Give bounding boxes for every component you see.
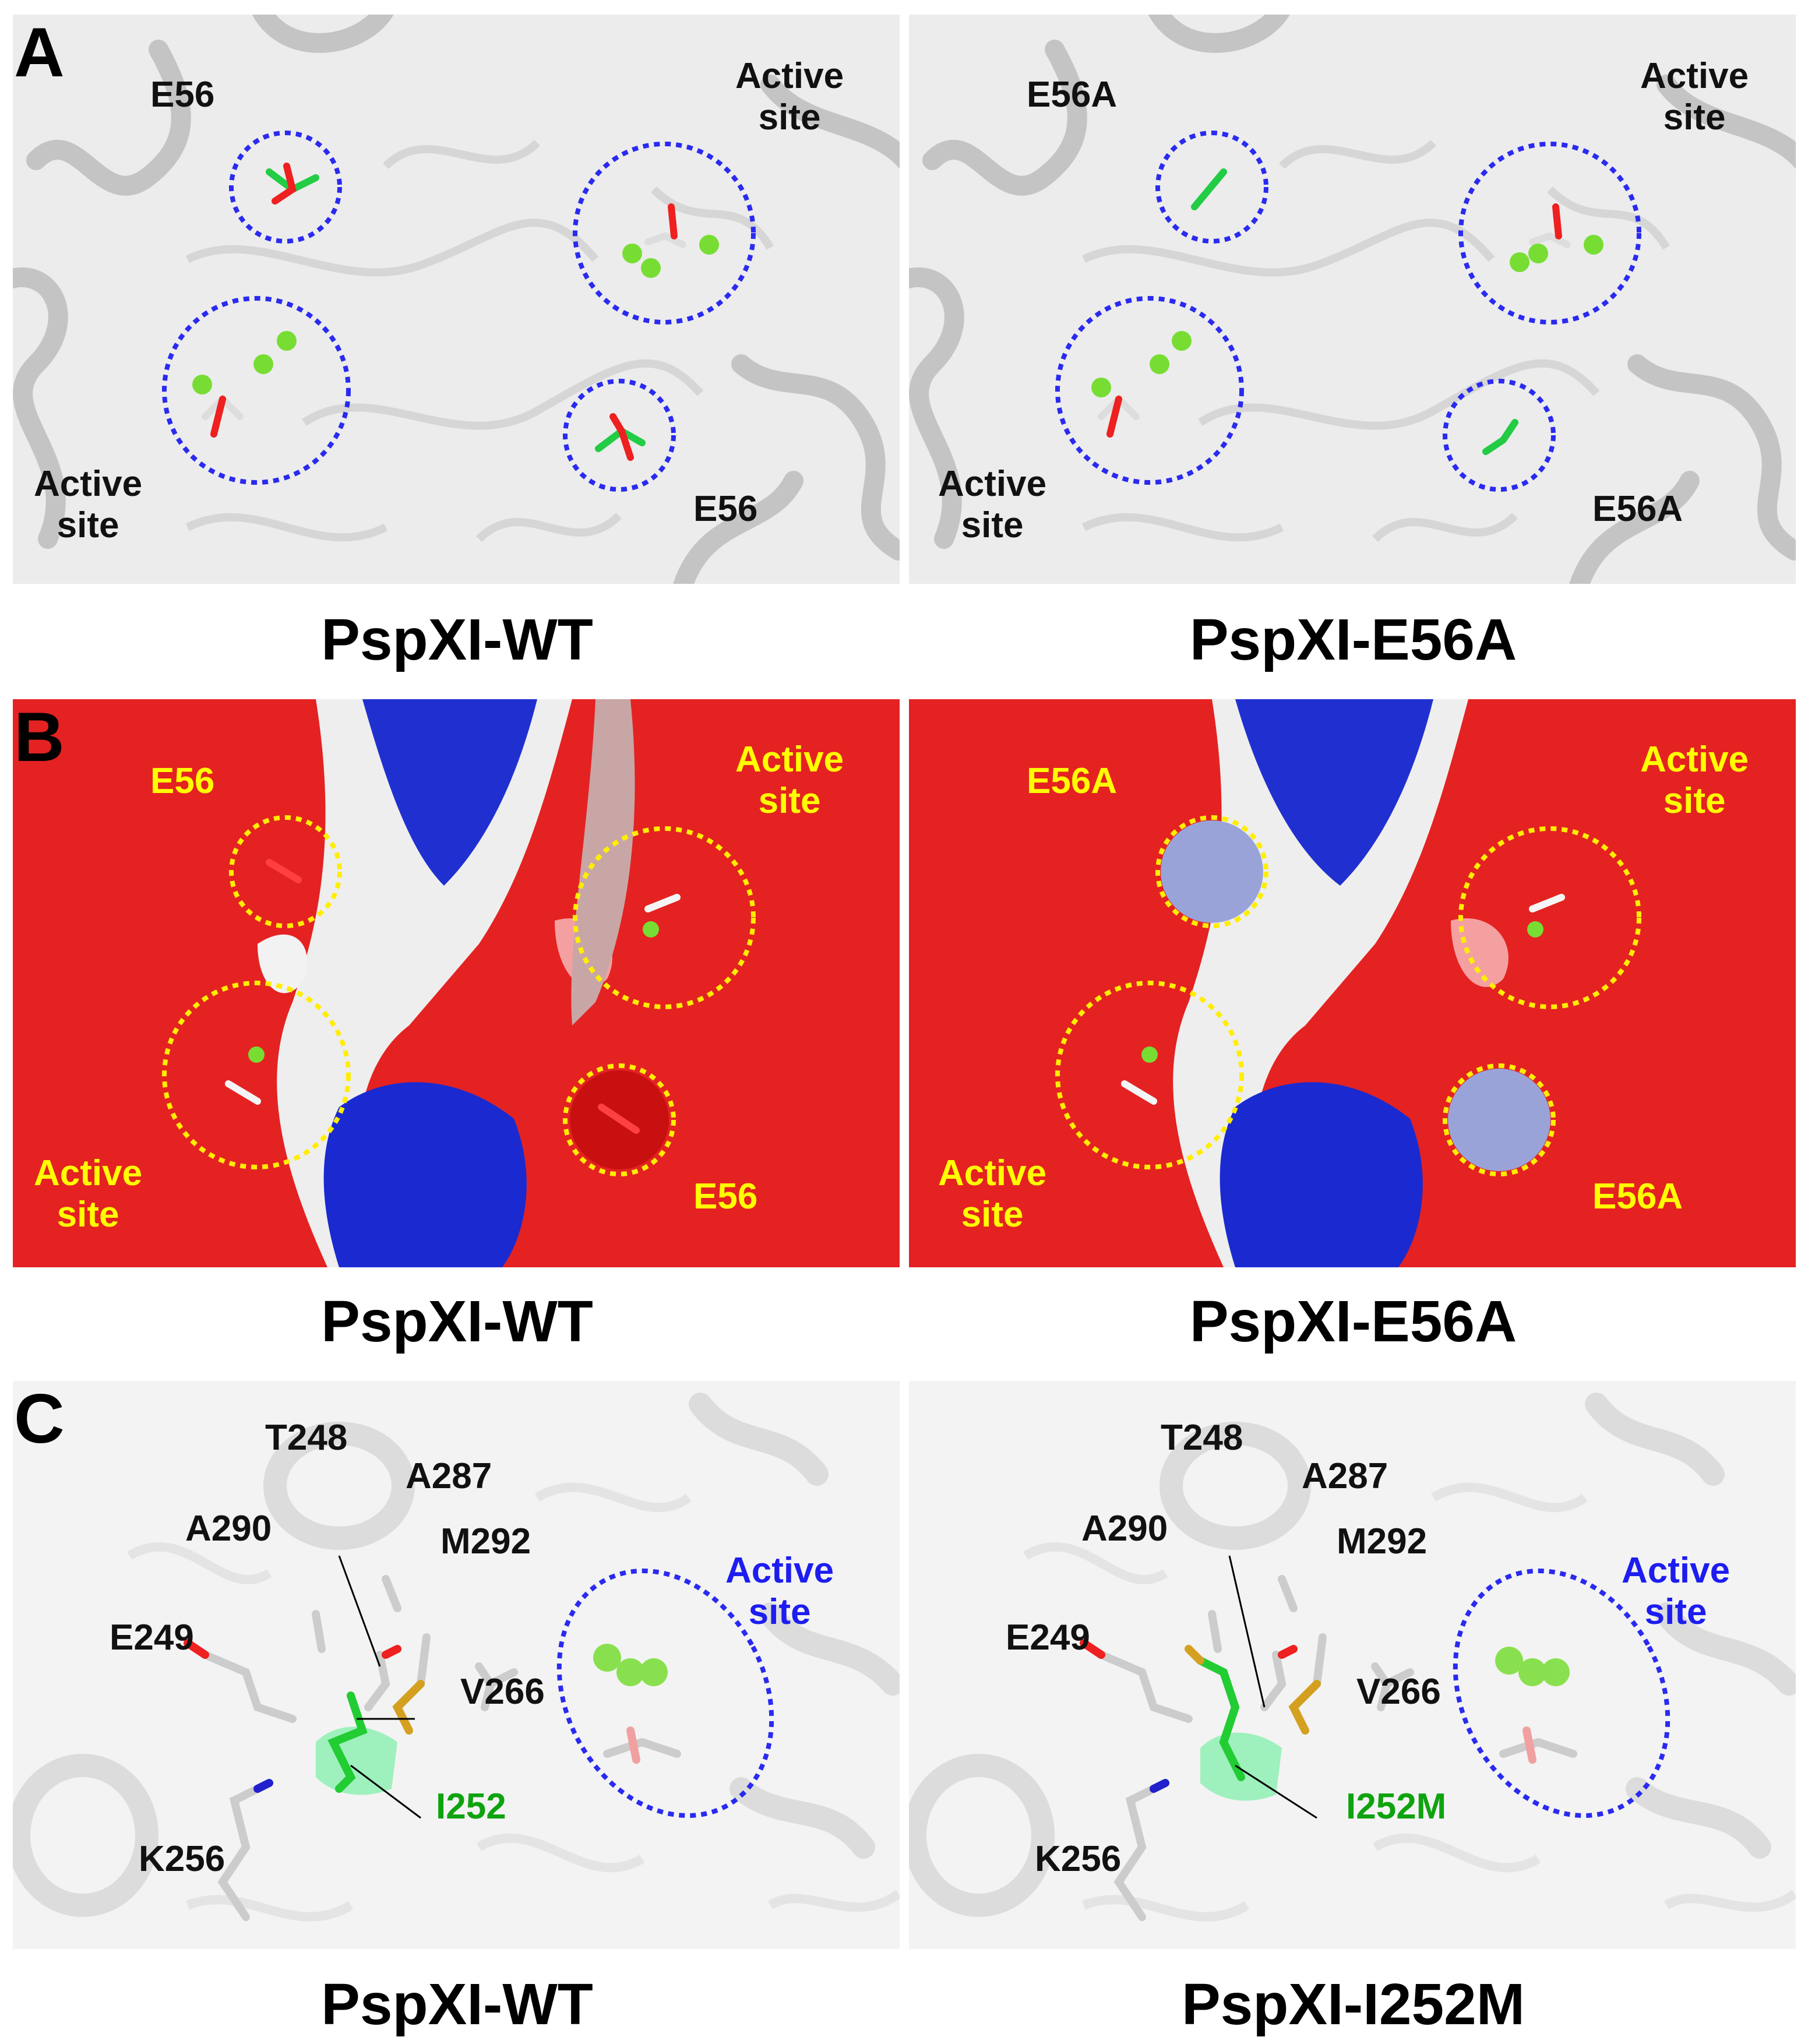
panel-b-letter: B <box>14 698 65 776</box>
panel-c-left-residue-v266: V266 <box>460 1672 545 1712</box>
panel-b-right-active-site-label-bottom: Active site <box>938 1153 1047 1235</box>
panel-c-left-residue-m292: M292 <box>440 1521 531 1562</box>
panel-a-left-active-site-label-bottom: Active site <box>34 464 143 546</box>
panel-c-left-image <box>13 1381 900 1949</box>
panel-c-right-caption: PspXI-I252M <box>1181 1972 1525 2037</box>
panel-c-left-active-site-label: Active site <box>725 1550 834 1633</box>
panel-c-left-caption: PspXI-WT <box>321 1972 593 2037</box>
panel-b-right-mutation-label-bottom: E56A <box>1592 1176 1683 1217</box>
panel-b-right-mutation-label-top: E56A <box>1027 761 1118 801</box>
panel-a-left-active-site-label-top: Active site <box>735 56 844 138</box>
panel-a-left-caption: PspXI-WT <box>321 607 593 672</box>
panel-a-right-caption: PspXI-E56A <box>1189 607 1517 672</box>
panel-b-left-mutation-label-bottom: E56 <box>693 1176 758 1217</box>
panel-b-right-caption: PspXI-E56A <box>1189 1289 1517 1354</box>
panel-c-letter: C <box>14 1380 65 1458</box>
panel-c-right-residue-a290: A290 <box>1081 1509 1168 1549</box>
panel-a-right-mutation-label-bottom: E56A <box>1592 489 1683 529</box>
panel-b-left-active-site-label-bottom: Active site <box>34 1153 143 1235</box>
panel-c-right-active-site-label: Active site <box>1622 1550 1731 1633</box>
panel-a-letter: A <box>14 13 65 91</box>
panel-b-left-image <box>13 699 900 1267</box>
panel-a-right-active-site-label-bottom: Active site <box>938 464 1047 546</box>
panel-c-right-residue-e249: E249 <box>1006 1617 1090 1658</box>
panel-c-left-residue-a287: A287 <box>406 1456 492 1496</box>
panel-a-right-active-site-label-top: Active site <box>1640 56 1749 138</box>
panel-c-right-image <box>909 1381 1796 1949</box>
panel-c-left-mutation-label: I252 <box>436 1786 506 1827</box>
panel-a-right-image <box>909 15 1796 584</box>
panel-c-right-residue-t248: T248 <box>1161 1418 1243 1458</box>
panel-a-left-mutation-label-bottom: E56 <box>693 489 758 529</box>
panel-a-right-mutation-label-top: E56A <box>1027 75 1118 115</box>
panel-c-right-residue-k256: K256 <box>1035 1839 1122 1879</box>
panel-c-left-residue-a290: A290 <box>185 1509 272 1549</box>
panel-c-left-residue-k256: K256 <box>139 1839 225 1879</box>
panel-c-right-mutation-label: I252M <box>1346 1786 1447 1827</box>
panel-c-right-residue-v266: V266 <box>1356 1672 1441 1712</box>
panel-c-left-residue-e249: E249 <box>110 1617 194 1658</box>
panel-b-right-image <box>909 699 1796 1267</box>
panel-c-right-residue-a287: A287 <box>1302 1456 1388 1496</box>
panel-c-left-residue-t248: T248 <box>265 1418 348 1458</box>
panel-b-right-active-site-label-top: Active site <box>1640 739 1749 822</box>
panel-b-left-active-site-label-top: Active site <box>735 739 844 822</box>
panel-c-right-residue-m292: M292 <box>1337 1521 1428 1562</box>
panel-a-left-image <box>13 15 900 584</box>
panel-a-left-mutation-label-top: E56 <box>150 75 215 115</box>
panel-b-left-mutation-label-top: E56 <box>150 761 215 801</box>
panel-b-left-caption: PspXI-WT <box>321 1289 593 1354</box>
